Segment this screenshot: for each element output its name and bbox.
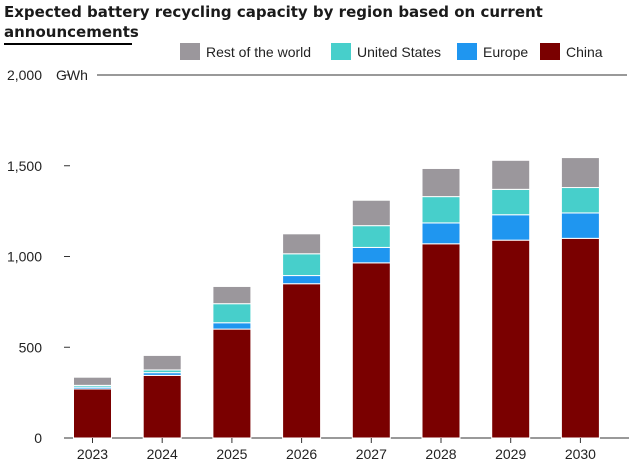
bar-segment-united-states — [491, 188, 531, 216]
bar-segment-china — [73, 388, 112, 439]
bar-segment-united-states — [560, 187, 600, 214]
x-tick-label: 2028 — [425, 446, 456, 462]
plot-area: 0 500 1,000 1,500 2,000 GWh 2023 2024 2025 2026 20… — [7, 67, 629, 462]
bar-segment-rest-of-the-world — [491, 159, 531, 190]
bar-segment-rest-of-the-world — [142, 354, 182, 371]
x-tick-label: 2025 — [216, 446, 247, 462]
legend-label: China — [566, 44, 603, 60]
y-tick-label: 2,000 — [7, 67, 42, 83]
bar-segment-united-states — [351, 225, 391, 248]
y-tick-label: 0 — [34, 430, 42, 446]
legend-swatch — [540, 43, 560, 60]
legend-label: Rest of the world — [206, 44, 311, 60]
x-tick-label: 2030 — [565, 446, 596, 462]
bar-segment-europe — [351, 246, 391, 264]
x-tick-label: 2027 — [356, 446, 387, 462]
bar-segment-united-states — [212, 303, 252, 324]
legend-label: Europe — [483, 44, 528, 60]
y-tick-label: 1,000 — [7, 249, 42, 265]
y-axis-unit: GWh — [56, 67, 88, 83]
bar-segment-united-states — [421, 196, 461, 224]
bar-segment-china — [282, 283, 322, 439]
bar-segment-united-states — [282, 253, 322, 277]
legend-swatch — [457, 43, 477, 60]
bar-segment-rest-of-the-world — [560, 157, 600, 189]
bar-segment-rest-of-the-world — [282, 233, 322, 255]
bar-segment-china — [421, 243, 461, 439]
bar-segment-rest-of-the-world — [212, 285, 252, 305]
legend-swatch — [180, 43, 200, 60]
chart-title-line-2: announcements — [4, 23, 139, 41]
legend-label: United States — [357, 44, 441, 60]
x-tick-label: 2026 — [286, 446, 317, 462]
x-tick-label: 2024 — [147, 446, 178, 462]
bar-segment-china — [491, 239, 531, 439]
y-tick-label: 1,500 — [7, 158, 42, 174]
legend-swatch — [331, 43, 351, 60]
y-tick-label: 500 — [19, 339, 43, 355]
bar-segment-china — [142, 374, 182, 439]
bar-segment-china — [212, 328, 252, 439]
bar-segment-rest-of-the-world — [351, 199, 391, 227]
x-tick-label: 2029 — [495, 446, 526, 462]
chart-title-line-1: Expected battery recycling capacity by r… — [4, 3, 543, 21]
bar-segment-europe — [491, 214, 531, 241]
bar-segment-europe — [212, 322, 252, 330]
bar-segment-europe — [421, 222, 461, 245]
bar-segment-china — [351, 262, 391, 439]
legend: Rest of the world United States Europe Chin… — [180, 43, 603, 60]
bar-segment-china — [560, 237, 600, 439]
x-tick-label: 2023 — [77, 446, 108, 462]
bar-segment-rest-of-the-world — [73, 376, 112, 386]
bar-segment-europe — [282, 275, 322, 285]
bar-segment-europe — [560, 212, 600, 239]
bar-segment-rest-of-the-world — [421, 167, 461, 198]
